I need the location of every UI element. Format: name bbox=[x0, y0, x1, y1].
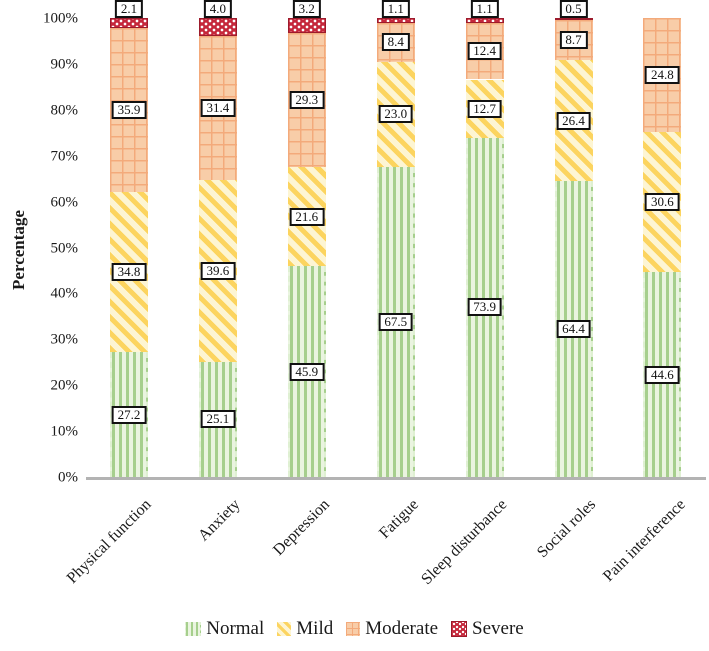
legend-swatch-moderate-icon bbox=[346, 622, 361, 636]
legend-item-moderate: Moderate bbox=[346, 618, 438, 640]
data-label-moderate: 24.8 bbox=[645, 65, 680, 84]
data-label-mild: 12.7 bbox=[467, 99, 502, 118]
data-label-mild: 34.8 bbox=[111, 263, 147, 282]
x-category-label: Sleep disturbance bbox=[418, 496, 511, 589]
bar-segment-severe bbox=[198, 17, 237, 36]
y-tick-label: 0% bbox=[58, 469, 78, 486]
data-label-normal: 73.9 bbox=[467, 298, 502, 317]
y-tick-label: 70% bbox=[50, 148, 79, 165]
data-label-severe: 3.2 bbox=[292, 0, 321, 18]
x-category-label: Depression bbox=[269, 496, 333, 559]
bar-segment-severe bbox=[376, 18, 415, 24]
legend-swatch-normal-icon bbox=[185, 622, 202, 636]
legend-item-normal: Normal bbox=[185, 618, 264, 640]
x-axis-line bbox=[86, 477, 706, 480]
x-category-label: Social roles bbox=[534, 496, 600, 562]
data-label-normal: 64.4 bbox=[556, 320, 591, 339]
x-category-label: Pain interference bbox=[599, 496, 689, 585]
x-category-label: Physical function bbox=[64, 496, 156, 587]
data-label-severe: 1.1 bbox=[470, 0, 499, 18]
x-category-label: Anxiety bbox=[195, 496, 244, 545]
bar-segment-severe bbox=[110, 18, 148, 28]
data-label-moderate: 12.4 bbox=[467, 42, 502, 61]
y-tick-label: 80% bbox=[50, 102, 79, 119]
legend-label: Severe bbox=[472, 618, 524, 639]
legend-item-mild: Mild bbox=[277, 618, 333, 640]
data-label-severe: 4.0 bbox=[203, 0, 233, 18]
data-label-normal: 25.1 bbox=[200, 410, 236, 429]
data-label-moderate: 29.3 bbox=[289, 90, 325, 109]
bar-segment-severe bbox=[465, 17, 504, 23]
x-category-label: Fatigue bbox=[375, 496, 422, 542]
legend-item-severe: Severe bbox=[451, 618, 524, 640]
data-label-moderate: 8.4 bbox=[381, 33, 410, 52]
legend-swatch-mild-icon bbox=[277, 622, 292, 636]
data-label-normal: 44.6 bbox=[645, 365, 680, 384]
data-label-mild: 26.4 bbox=[556, 111, 591, 130]
data-label-normal: 45.9 bbox=[289, 362, 325, 381]
bar-segment-severe bbox=[287, 18, 326, 33]
bar-segment-severe bbox=[554, 18, 593, 21]
data-label-moderate: 8.7 bbox=[559, 31, 588, 50]
legend-label: Normal bbox=[206, 618, 265, 639]
y-tick-label: 100% bbox=[43, 10, 78, 27]
data-label-moderate: 31.4 bbox=[200, 98, 236, 117]
y-tick-label: 10% bbox=[50, 423, 79, 440]
data-label-normal: 67.5 bbox=[378, 313, 414, 332]
data-label-severe: 1.1 bbox=[381, 0, 410, 18]
y-tick-label: 90% bbox=[50, 56, 79, 73]
legend-label: Mild bbox=[296, 618, 334, 639]
data-label-severe: 2.1 bbox=[114, 0, 144, 18]
data-label-mild: 30.6 bbox=[645, 193, 680, 212]
legend-swatch-severe-icon bbox=[451, 621, 468, 637]
data-label-moderate: 35.9 bbox=[111, 101, 147, 120]
y-tick-label: 50% bbox=[50, 240, 79, 256]
data-label-mild: 23.0 bbox=[378, 105, 414, 124]
y-tick-label: 40% bbox=[50, 285, 79, 302]
data-label-mild: 39.6 bbox=[200, 261, 236, 280]
y-tick-label: 60% bbox=[50, 194, 79, 211]
y-tick-label: 30% bbox=[50, 331, 79, 348]
y-tick-label: 20% bbox=[50, 377, 79, 394]
data-label-normal: 27.2 bbox=[111, 405, 147, 424]
legend-label: Moderate bbox=[365, 618, 439, 639]
data-label-mild: 21.6 bbox=[289, 207, 325, 226]
legend: Normal Mild Moderate Severe bbox=[0, 618, 709, 640]
data-label-severe: 0.5 bbox=[559, 0, 588, 18]
